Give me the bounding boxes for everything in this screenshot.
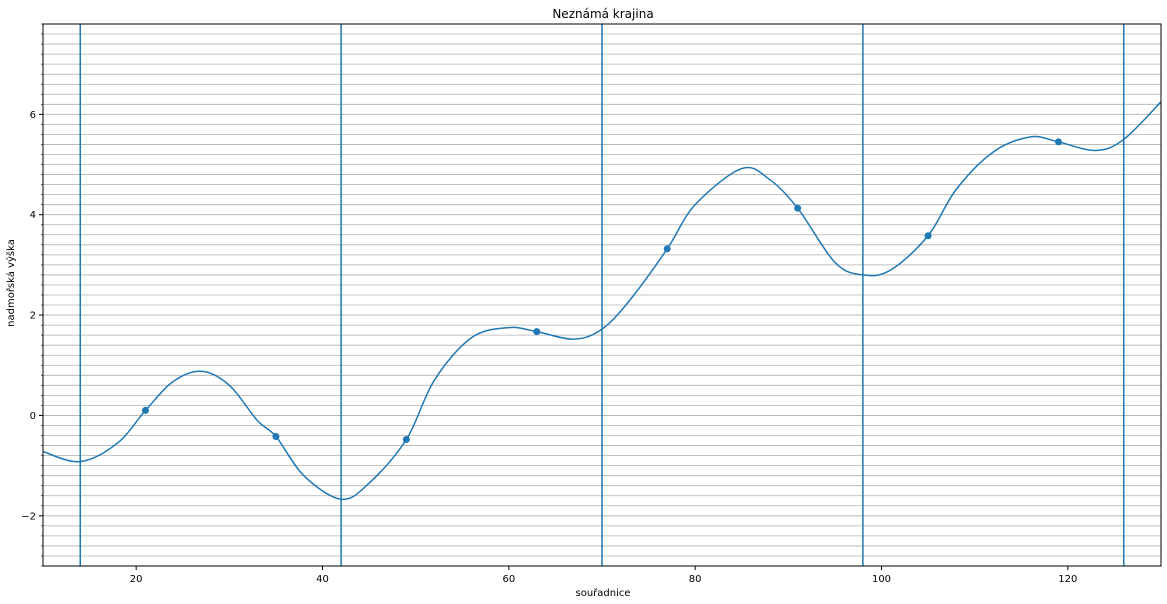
y-axis-label: nadmořská výška xyxy=(5,239,17,327)
y-tick-label: 0 xyxy=(30,411,36,422)
points-layer xyxy=(141,138,1063,444)
data-point xyxy=(402,436,410,444)
data-point xyxy=(924,232,932,240)
x-tick-label: 100 xyxy=(872,574,891,585)
series-line xyxy=(42,101,1162,501)
x-ticks-layer: 20 40 60 80 100 120 xyxy=(130,566,1077,585)
chart-title: Neznámá krajina xyxy=(552,7,653,21)
vertical-lines-layer xyxy=(79,24,1125,566)
data-point xyxy=(533,328,541,336)
x-tick-label: 60 xyxy=(502,574,515,585)
y-tick-label: −2 xyxy=(21,511,36,522)
data-point xyxy=(794,204,802,212)
y-tick-label: 2 xyxy=(30,311,36,322)
data-point xyxy=(272,433,280,441)
x-axis-label: souřadnice xyxy=(575,587,630,599)
y-tick-label: 6 xyxy=(30,110,36,121)
y-tick-label: 4 xyxy=(30,210,36,221)
data-point xyxy=(663,245,671,253)
x-tick-label: 20 xyxy=(130,574,143,585)
y-ticks-layer: −2 0 2 4 6 xyxy=(21,23,43,567)
x-tick-label: 40 xyxy=(316,574,329,585)
x-tick-label: 120 xyxy=(1058,574,1077,585)
data-point xyxy=(141,406,149,414)
data-point xyxy=(1055,138,1063,146)
line-layer xyxy=(42,101,1162,501)
x-tick-label: 80 xyxy=(689,574,702,585)
